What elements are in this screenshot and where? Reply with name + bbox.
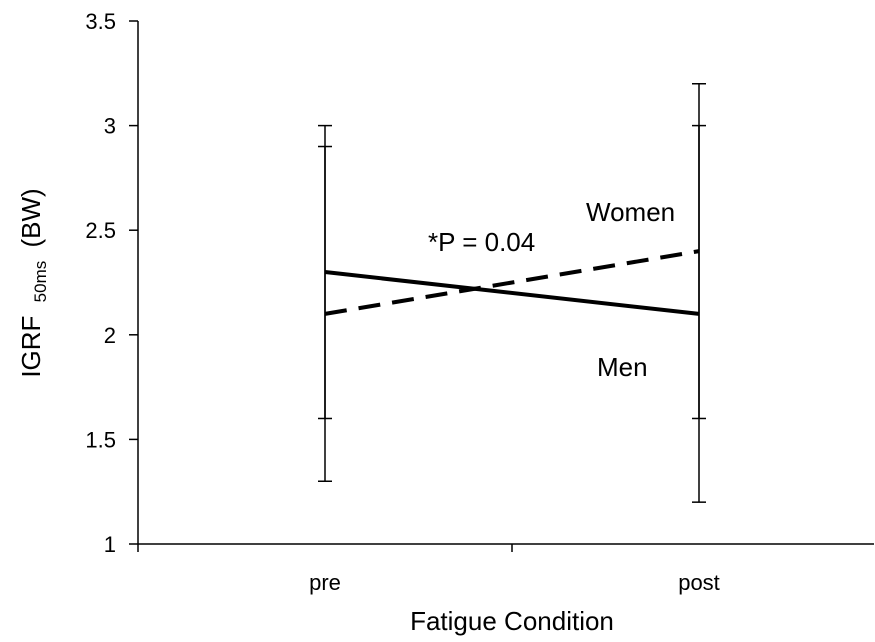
series-label-women: Women (586, 197, 675, 227)
x-axis-title: Fatigue Condition (410, 606, 614, 636)
y-axis-title: IGRF 50ms (BW) (16, 188, 52, 377)
y-tick-label: 3 (104, 114, 116, 139)
series-lines (324, 249, 700, 316)
axes: 1 1.5 2 2.5 3 3.5 pre post (85, 9, 874, 595)
y-tick-label: 3.5 (85, 9, 116, 34)
p-value-annotation: *P = 0.04 (428, 227, 535, 257)
x-category-label: post (678, 570, 720, 595)
y-axis-title-main: IGRF (16, 316, 46, 378)
y-tick-label: 2 (104, 323, 116, 348)
y-tick-label: 1 (104, 532, 116, 557)
x-category-label: pre (309, 570, 341, 595)
series-line-men (324, 270, 700, 316)
y-tick-label: 2.5 (85, 218, 116, 243)
y-ticks: 1 1.5 2 2.5 3 3.5 (85, 9, 138, 557)
series-line-women (324, 249, 700, 316)
x-ticks: pre post (137, 544, 720, 595)
y-axis-title-sub: 50ms (31, 261, 50, 303)
y-axis-title-unit: (BW) (16, 188, 46, 247)
series-label-men: Men (597, 352, 648, 382)
y-tick-label: 1.5 (85, 427, 116, 452)
